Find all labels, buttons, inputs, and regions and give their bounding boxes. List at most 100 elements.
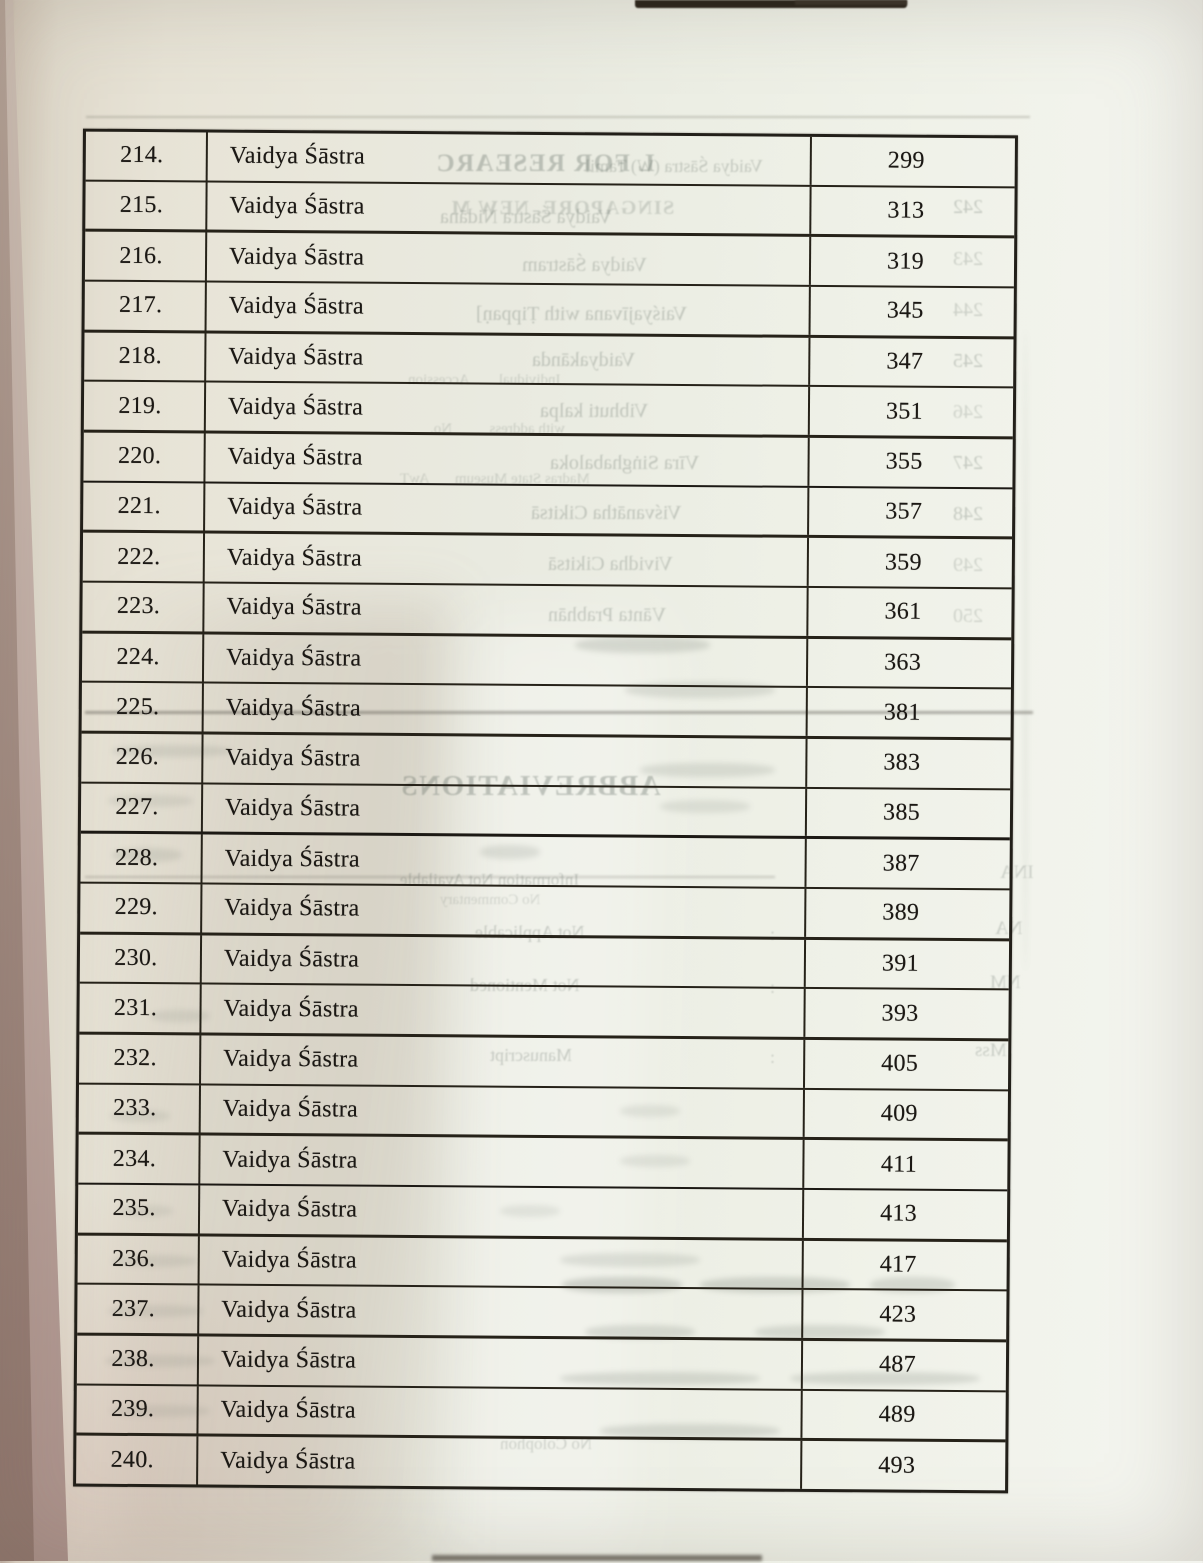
- table-row: 231. Vaidya Śāstra 393: [79, 983, 1009, 1042]
- row-title: Vaidya Śāstra: [206, 232, 812, 285]
- table-row: 221. Vaidya Śāstra 357: [83, 482, 1013, 540]
- table-row: 219. Vaidya Śāstra 351: [83, 381, 1014, 440]
- table-row: 232. Vaidya Śāstra 405: [79, 1034, 1009, 1092]
- table-row: 239. Vaidya Śāstra 489: [76, 1385, 1006, 1443]
- row-title: Vaidya Śāstra: [202, 884, 807, 937]
- row-title: Vaidya Śāstra: [201, 1035, 806, 1088]
- row-number: 234.: [78, 1135, 201, 1184]
- row-number: 218.: [84, 332, 207, 381]
- table-row: 230. Vaidya Śāstra 391: [79, 934, 1010, 991]
- row-number: 235.: [77, 1184, 201, 1234]
- row-page: 417: [879, 1251, 917, 1278]
- row-page: 299: [887, 147, 925, 175]
- row-number: 240.: [76, 1436, 199, 1485]
- table-row: 235. Vaidya Śāstra 413: [77, 1184, 1008, 1243]
- table-row: 228. Vaidya Śāstra 387: [80, 833, 1010, 891]
- corner-shadow: [0, 1180, 420, 1561]
- row-page: 389: [882, 899, 920, 927]
- row-page: 413: [880, 1200, 918, 1228]
- index-table: 214. Vaidya Śāstra 299 215. Vaidya Śāstr…: [73, 128, 1018, 1494]
- row-page: 383: [883, 749, 921, 777]
- row-title: Vaidya Śāstra: [203, 634, 809, 687]
- row-page: 391: [881, 950, 919, 977]
- row-page: 387: [882, 850, 920, 877]
- row-page: 489: [878, 1401, 916, 1428]
- scan-line: [86, 116, 1030, 118]
- row-page: 345: [886, 297, 924, 325]
- row-title: Vaidya Śāstra: [202, 784, 808, 837]
- row-number: 220.: [83, 432, 206, 482]
- row-page: 385: [882, 799, 921, 826]
- table-row: 225. Vaidya Śāstra 381: [81, 682, 1011, 741]
- shadow-wash: [110, 600, 450, 1561]
- row-title: Vaidya Śāstra: [207, 132, 812, 185]
- table-row: 226. Vaidya Śāstra 383: [81, 733, 1011, 791]
- row-number: 224.: [81, 633, 205, 682]
- row-number: 226.: [81, 733, 204, 783]
- row-title: Vaidya Śāstra: [199, 1285, 804, 1339]
- row-page: 411: [880, 1151, 918, 1178]
- table-row: 217. Vaidya Śāstra 345: [84, 281, 1014, 340]
- row-title: Vaidya Śāstra: [200, 1085, 805, 1138]
- table-row: 215. Vaidya Śāstra 313: [85, 181, 1015, 239]
- table-row: 223. Vaidya Śāstra 361: [82, 582, 1012, 641]
- row-title: Vaidya Śāstra: [207, 182, 812, 235]
- row-number: 228.: [80, 833, 203, 883]
- row-page: 357: [885, 498, 923, 525]
- row-number: 239.: [76, 1385, 199, 1434]
- row-number: 217.: [84, 281, 207, 331]
- row-number: 215.: [85, 181, 208, 230]
- row-page: 347: [886, 348, 924, 375]
- row-page: 393: [881, 1000, 919, 1027]
- table-row: 214. Vaidya Śāstra 299: [85, 131, 1015, 189]
- row-title: Vaidya Śāstra: [199, 1185, 805, 1238]
- row-title: Vaidya Śāstra: [198, 1436, 803, 1490]
- row-title: Vaidya Śāstra: [206, 282, 811, 335]
- table-row: 227. Vaidya Śāstra 385: [80, 783, 1011, 841]
- table-row: 236. Vaidya Śāstra 417: [77, 1235, 1007, 1292]
- row-number: 216.: [84, 231, 208, 281]
- row-number: 233.: [78, 1084, 202, 1133]
- row-number: 238.: [76, 1335, 200, 1385]
- table-row: 218. Vaidya Śāstra 347: [84, 332, 1014, 389]
- table-row: 222. Vaidya Śāstra 359: [82, 532, 1013, 590]
- row-title: Vaidya Śāstra: [204, 583, 809, 636]
- row-number: 223.: [82, 582, 205, 632]
- table-row: 237. Vaidya Śāstra 423: [77, 1285, 1007, 1343]
- row-page: 361: [884, 598, 922, 626]
- row-page: 313: [887, 197, 925, 224]
- table-row: 220. Vaidya Śāstra 355: [83, 432, 1013, 490]
- row-title: Vaidya Śāstra: [198, 1386, 803, 1439]
- row-title: Vaidya Śāstra: [200, 1135, 805, 1188]
- row-page: 423: [879, 1301, 917, 1328]
- ghost-smudge: [1024, 330, 1027, 970]
- row-title: Vaidya Śāstra: [202, 834, 807, 887]
- row-page: 363: [884, 649, 922, 676]
- row-page: 487: [878, 1351, 917, 1379]
- row-title: Vaidya Śāstra: [201, 935, 807, 988]
- row-title: Vaidya Śāstra: [205, 483, 810, 536]
- table-row: 238. Vaidya Śāstra 487: [76, 1335, 1007, 1393]
- row-page: 405: [881, 1050, 919, 1078]
- table-row: 234. Vaidya Śāstra 411: [78, 1135, 1008, 1192]
- row-number: 237.: [77, 1285, 200, 1334]
- row-number: 225.: [81, 682, 204, 732]
- row-title: Vaidya Śāstra: [206, 333, 811, 386]
- table-row: 233. Vaidya Śāstra 409: [78, 1084, 1008, 1142]
- row-number: 214.: [85, 131, 208, 181]
- row-number: 221.: [83, 482, 206, 531]
- row-page: 409: [880, 1100, 918, 1127]
- row-page: 359: [884, 549, 922, 576]
- row-number: 222.: [82, 532, 206, 582]
- row-number: 219.: [83, 381, 207, 431]
- scan-top-bar: [635, 0, 907, 8]
- row-title: Vaidya Śāstra: [203, 734, 808, 787]
- row-number: 232.: [79, 1034, 202, 1084]
- scan-top-bar-tail: [795, 0, 907, 5]
- row-page: 355: [885, 448, 923, 476]
- row-title: Vaidya Śāstra: [199, 1236, 804, 1289]
- row-page: 381: [883, 699, 921, 726]
- row-number: 231.: [79, 983, 202, 1033]
- row-page: 319: [887, 248, 925, 275]
